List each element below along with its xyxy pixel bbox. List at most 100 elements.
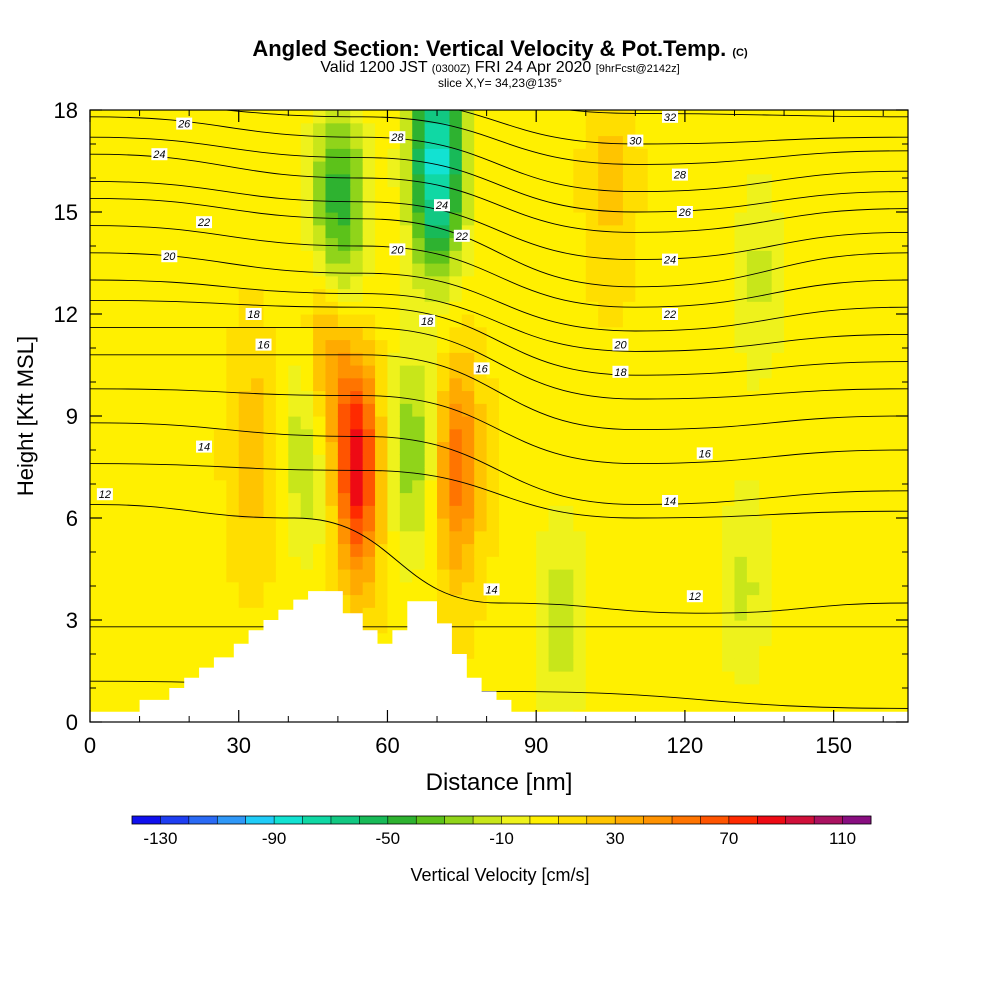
heatmap-cell: [784, 135, 798, 149]
heatmap-cell: [375, 173, 389, 188]
heatmap-cell: [90, 250, 103, 264]
heatmap-cell: [313, 479, 327, 494]
contour-label-bg: [686, 590, 703, 603]
contour-label-bg: [696, 447, 713, 460]
heatmap-cell: [474, 530, 488, 545]
heatmap-cell: [585, 263, 599, 277]
heatmap-cell: [275, 479, 289, 494]
heatmap-cell: [424, 237, 438, 251]
heatmap-cell: [883, 135, 897, 149]
heatmap-cell: [90, 122, 103, 137]
heatmap-cell: [870, 148, 884, 162]
heatmap-cell: [895, 288, 908, 302]
heatmap-cell: [399, 186, 413, 200]
heatmap-cell: [870, 390, 884, 404]
contour-label-bg: [662, 110, 679, 123]
heatmap-cell: [499, 301, 512, 315]
heatmap-cell: [226, 250, 240, 264]
heatmap-cell: [858, 428, 872, 443]
heatmap-cell: [759, 314, 773, 328]
heatmap-cell: [585, 365, 599, 379]
heatmap-cell: [573, 314, 587, 328]
heatmap-cell: [734, 326, 748, 341]
heatmap-cell: [833, 199, 847, 213]
heatmap-cell: [883, 492, 897, 506]
heatmap-cell: [746, 441, 760, 455]
heatmap-cell: [697, 467, 711, 481]
heatmap-cell: [858, 569, 872, 583]
heatmap-cell: [821, 326, 835, 341]
heatmap-cell: [784, 428, 798, 443]
heatmap-cell: [300, 390, 314, 404]
heatmap-cell: [213, 581, 227, 596]
colorbar-swatch: [217, 816, 247, 824]
heatmap-cell: [350, 479, 364, 494]
heatmap-cell: [486, 441, 500, 455]
heatmap-cell: [127, 326, 141, 341]
heatmap-cell: [883, 479, 897, 494]
heatmap-cell: [598, 479, 612, 494]
heatmap-cell: [548, 263, 562, 277]
heatmap-cell: [164, 607, 178, 621]
heatmap-cell: [139, 569, 153, 583]
heatmap-cell: [461, 352, 475, 366]
heatmap-cell: [424, 416, 438, 430]
heatmap-cell: [201, 569, 215, 583]
heatmap-cell: [461, 161, 475, 175]
heatmap-cell: [709, 632, 723, 647]
heatmap-cell: [350, 161, 364, 175]
heatmap-cell: [585, 326, 599, 341]
heatmap-cell: [573, 492, 587, 506]
contour-label-bg: [176, 117, 193, 130]
heatmap-cell: [684, 530, 698, 545]
colorbar-label: Vertical Velocity [cm/s]: [410, 865, 589, 885]
heatmap-cell: [697, 530, 711, 545]
heatmap-cell: [784, 224, 798, 239]
heatmap-cell: [102, 352, 116, 366]
heatmap-cell: [375, 607, 389, 621]
heatmap-cell: [573, 403, 587, 417]
heatmap-cell: [151, 365, 165, 379]
heatmap-cell: [189, 352, 203, 366]
heatmap-cell: [275, 569, 289, 583]
heatmap-cell: [895, 326, 908, 341]
heatmap-cell: [895, 696, 908, 710]
heatmap-cell: [585, 148, 599, 162]
heatmap-cell: [759, 199, 773, 213]
heatmap-cell: [375, 467, 389, 481]
heatmap-cell: [709, 594, 723, 608]
heatmap-cell: [635, 696, 649, 710]
heatmap-cell: [870, 594, 884, 608]
heatmap-cell: [821, 314, 835, 328]
heatmap-cell: [511, 326, 525, 341]
heatmap-cell: [350, 454, 364, 468]
heatmap-cell: [300, 148, 314, 162]
heatmap-cell: [139, 352, 153, 366]
heatmap-cell: [796, 186, 810, 200]
heatmap-cell: [610, 250, 624, 264]
heatmap-cell: [90, 505, 103, 519]
heatmap-cell: [102, 569, 116, 583]
heatmap-cell: [784, 594, 798, 608]
heatmap-cell: [585, 632, 599, 647]
heatmap-cell: [622, 556, 636, 570]
heatmap-cell: [102, 505, 116, 519]
heatmap-cell: [635, 212, 649, 226]
heatmap-cell: [585, 441, 599, 455]
heatmap-cell: [127, 365, 141, 379]
heatmap-cell: [821, 224, 835, 239]
heatmap-cell: [759, 671, 773, 685]
heatmap-cell: [362, 441, 376, 455]
heatmap-cell: [808, 505, 822, 519]
heatmap-cell: [635, 607, 649, 621]
heatmap-cell: [424, 288, 438, 302]
heatmap-cell: [313, 467, 327, 481]
heatmap-cell: [598, 173, 612, 188]
heatmap-cell: [784, 148, 798, 162]
heatmap-cell: [622, 416, 636, 430]
heatmap-cell: [833, 479, 847, 494]
heatmap-cell: [697, 505, 711, 519]
heatmap-cell: [548, 237, 562, 251]
colorbar-swatch: [387, 816, 417, 824]
heatmap-cell: [325, 135, 339, 149]
